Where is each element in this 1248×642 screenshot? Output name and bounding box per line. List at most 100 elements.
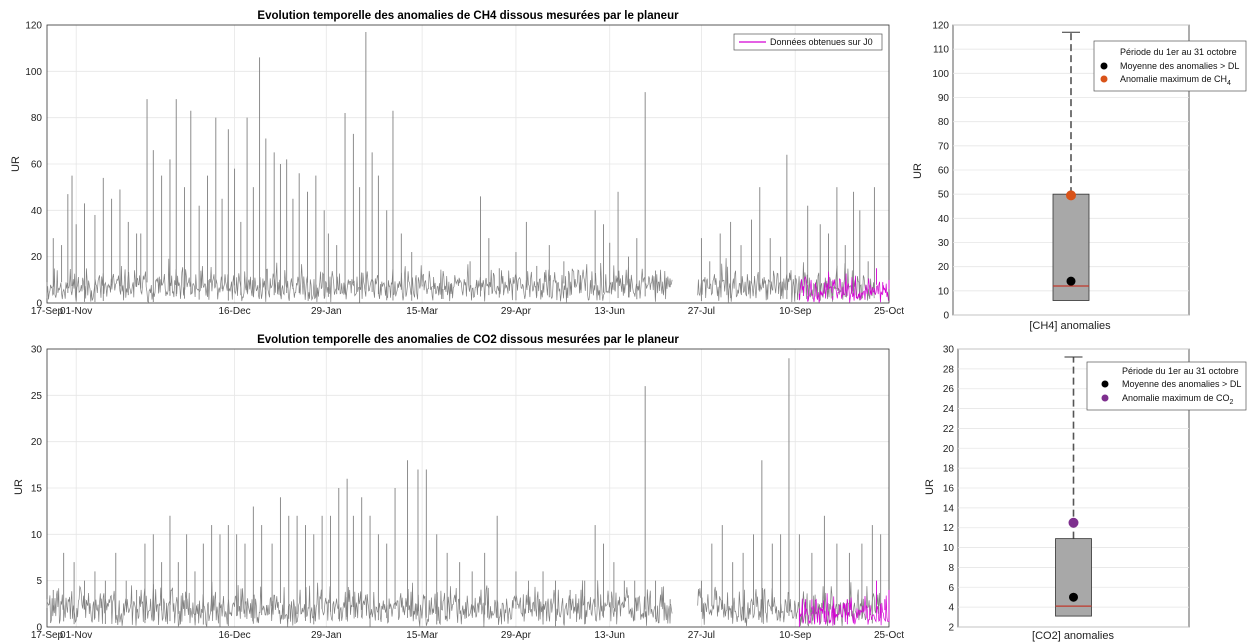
x-tick-label: 13-Jun: [594, 630, 625, 641]
y-tick-label: 30: [31, 345, 43, 356]
ch4-max-legend-label: Anomalie maximum de CH4: [1120, 74, 1231, 87]
x-tick-label: 10-Sep: [779, 630, 812, 641]
ch4-mean-legend-marker: [1100, 62, 1108, 70]
y-tick-label: 20: [938, 262, 950, 273]
max-anomaly-marker: [1066, 190, 1076, 201]
co2-max-label-base: Anomalie maximum de CO: [1122, 393, 1230, 403]
x-tick-label: 27-Jul: [688, 630, 715, 641]
ch4-legend-title: Période du 1er au 31 octobre: [1120, 47, 1237, 57]
y-tick-label: 90: [938, 93, 950, 104]
x-tick-label: 25-Oct: [874, 630, 904, 641]
ch4-box-legend: Période du 1er au 31 octobre Moyenne des…: [1093, 40, 1247, 92]
y-tick-label: 20: [31, 252, 43, 263]
y-tick-label: 8: [948, 563, 954, 574]
x-tick-label: 15-Mar: [406, 630, 438, 641]
ch4-legend: Données obtenues sur J0: [733, 33, 883, 51]
y-tick-label: 100: [932, 69, 949, 80]
data-trace: [46, 580, 673, 628]
y-tick-label: 18: [943, 464, 955, 475]
iqr-box: [1055, 538, 1092, 617]
ch4-mean-legend-label: Moyenne des anomalies > DL: [1120, 61, 1239, 71]
y-tick-label: 80: [31, 113, 43, 124]
x-tick-label: 25-Oct: [874, 306, 904, 317]
y-tick-label: 120: [25, 21, 42, 32]
y-tick-label: 10: [31, 530, 43, 541]
y-tick-label: 0: [36, 299, 42, 310]
y-tick-label: 12: [943, 523, 955, 534]
co2-box-y-label: UR: [924, 479, 936, 495]
y-tick-label: 30: [943, 345, 955, 356]
y-tick-label: 100: [25, 67, 42, 78]
co2-box-legend: Période du 1er au 31 octobre Moyenne des…: [1086, 361, 1247, 411]
x-tick-label: 29-Apr: [501, 306, 532, 317]
x-tick-label: 01-Nov: [60, 306, 92, 317]
co2-timeseries-plot: Evolution temporelle des anomalies de CO…: [13, 334, 904, 641]
co2-y-ticks: 0 5 10 15 20 25 30: [31, 345, 43, 634]
x-tick-label: 29-Jan: [311, 306, 342, 317]
co2-legend-title: Période du 1er au 31 octobre: [1122, 366, 1239, 376]
ch4-box-y-label: UR: [912, 163, 924, 179]
co2-box-marks: [1055, 356, 1092, 617]
y-tick-label: 5: [36, 576, 42, 587]
ch4-max-label-base: Anomalie maximum de CH: [1120, 74, 1227, 84]
co2-mean-legend-marker: [1101, 380, 1109, 388]
y-tick-label: 16: [943, 484, 955, 495]
co2-series-group: [46, 358, 890, 628]
x-tick-label: 16-Dec: [218, 306, 250, 317]
ch4-axes-box: [46, 24, 890, 304]
co2-box-legend-box: [1086, 361, 1247, 411]
mean-marker: [1066, 276, 1076, 286]
y-tick-label: 30: [938, 238, 950, 249]
ch4-y-ticks: 0 20 40 60 80 100 120: [25, 21, 42, 310]
y-tick-label: 28: [943, 364, 955, 375]
y-tick-label: 25: [31, 391, 43, 402]
ch4-box-legend-box: [1093, 40, 1247, 92]
ch4-box-y-ticks: 0 10 20 30 40 50 60 70 80 90 100 110 120: [932, 21, 949, 322]
y-tick-label: 14: [943, 503, 955, 514]
j0-legend-label: Données obtenues sur J0: [770, 37, 873, 47]
x-tick-label: 17-Sep: [31, 630, 64, 641]
y-tick-label: 2: [948, 623, 954, 634]
x-tick-label: 01-Nov: [60, 630, 92, 641]
data-trace: [799, 271, 889, 303]
ch4-legend-box: [733, 33, 883, 51]
co2-mean-legend-label: Moyenne des anomalies > DL: [1122, 379, 1241, 389]
mean-marker: [1069, 592, 1078, 602]
co2-axes-box: [46, 348, 890, 628]
data-trace: [697, 258, 875, 303]
y-tick-label: 60: [938, 166, 950, 177]
ch4-y-axis-label: UR: [10, 156, 22, 172]
ch4-max-label-sub: 4: [1227, 80, 1231, 87]
y-tick-label: 22: [943, 424, 955, 435]
x-tick-label: 10-Sep: [779, 306, 812, 317]
y-tick-label: 4: [948, 603, 954, 614]
y-tick-label: 10: [938, 286, 950, 297]
y-tick-label: 50: [938, 190, 950, 201]
x-tick-label: 13-Jun: [594, 306, 625, 317]
ch4-max-legend-marker: [1100, 75, 1108, 83]
data-trace: [799, 593, 889, 626]
x-tick-label: 29-Jan: [311, 630, 342, 641]
x-tick-label: 16-Dec: [218, 630, 250, 641]
y-tick-label: 0: [943, 311, 949, 322]
ch4-boxplot: 0 10 20 30 40 50 60 70 80 90 100 110 120 [CH4] anoma…: [912, 21, 1247, 332]
ch4-box-marks: [1052, 31, 1090, 301]
ch4-timeseries-plot: Evolution temporelle des anomalies de CH…: [10, 10, 904, 317]
max-anomaly-marker: [1068, 517, 1079, 528]
y-tick-label: 60: [31, 160, 43, 171]
ch4-chart-title: Evolution temporelle des anomalies de CH…: [257, 10, 679, 22]
y-tick-label: 80: [938, 117, 950, 128]
x-tick-label: 27-Jul: [688, 306, 715, 317]
co2-max-legend-label: Anomalie maximum de CO2: [1122, 393, 1234, 406]
ch4-box-x-label: [CH4] anomalies: [1029, 320, 1111, 332]
y-tick-label: 10: [943, 543, 955, 554]
y-tick-label: 40: [938, 214, 950, 225]
y-tick-label: 24: [943, 404, 955, 415]
co2-box-x-label: [CO2] anomalies: [1032, 630, 1114, 642]
x-tick-label: 17-Sep: [31, 306, 64, 317]
y-tick-label: 0: [36, 623, 42, 634]
